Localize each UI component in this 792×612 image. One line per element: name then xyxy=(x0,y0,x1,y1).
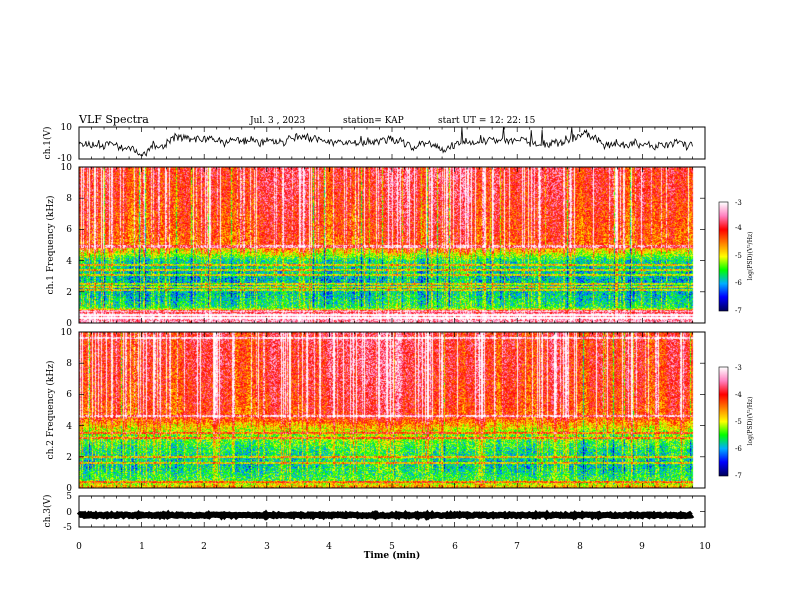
ch2-cbar-tick-m3: -3 xyxy=(735,364,742,372)
ch1-cbar-tick-m5: -5 xyxy=(735,252,742,260)
ch2-ytick-0: 0 xyxy=(66,484,72,494)
xtick-0: 0 xyxy=(76,542,82,552)
ch3-ytick-0: 0 xyxy=(66,508,72,518)
ch3-ytick-m5: -5 xyxy=(63,523,72,533)
ch1-ytick-0: 0 xyxy=(66,319,72,329)
station-label: station= KAP xyxy=(343,116,404,126)
ch1-ytick-10: 10 xyxy=(61,163,73,173)
x-axis-label: Time (min) xyxy=(364,550,421,561)
ch1-waveform-ticks xyxy=(78,127,706,159)
xtick-4: 4 xyxy=(326,542,332,552)
ch1-colorbar xyxy=(719,202,728,311)
ch1-ytick-top: 10 xyxy=(61,123,73,133)
ch1-ytick-4: 4 xyxy=(66,257,72,267)
ch1-spectrogram-ticks xyxy=(78,166,706,324)
ch1-ytick-6: 6 xyxy=(66,225,72,235)
xtick-2: 2 xyxy=(201,542,207,552)
xtick-6: 6 xyxy=(452,542,458,552)
xtick-8: 8 xyxy=(577,542,583,552)
ch2-spectrogram-ylabel: ch.2 Frequency (kHz) xyxy=(45,361,56,460)
spectrogram-ch1-panel: 0 2 4 6 8 10 ch.1 Frequency (kHz) -3 -4 … xyxy=(45,163,754,329)
ch2-ytick-10: 10 xyxy=(61,328,73,338)
ch2-spectrogram-image xyxy=(79,332,705,488)
ch2-colorbar-label: log(PSD)(V²/Hz) xyxy=(747,397,754,446)
waveform-ch1-panel: 10 -10 ch.1(V) xyxy=(42,123,706,164)
ch1-cbar-tick-m3: -3 xyxy=(735,199,742,207)
ch1-cbar-tick-m4: -4 xyxy=(735,224,742,232)
ch2-ytick-8: 8 xyxy=(66,359,72,369)
ch1-spectrogram-image xyxy=(79,167,705,323)
ch1-spectrogram-ylabel: ch.1 Frequency (kHz) xyxy=(45,196,56,295)
ch1-colorbar-wrap xyxy=(719,202,728,311)
ch1-spectrogram-canvas-wrap xyxy=(79,167,705,323)
ch2-spectrogram-canvas-wrap xyxy=(79,332,705,488)
ch2-colorbar-wrap xyxy=(719,367,728,476)
ch1-waveform-trace xyxy=(78,126,693,157)
waveform-ch3-panel: 5 0 -5 ch.3(V) 0 1 2 3 4 5 6 7 8 9 10 Ti… xyxy=(42,492,711,561)
ch1-colorbar-label: log(PSD)(V²/Hz) xyxy=(747,232,754,281)
xtick-10: 10 xyxy=(699,542,711,552)
xtick-7: 7 xyxy=(514,542,520,552)
ch2-cbar-tick-m7: -7 xyxy=(735,472,742,480)
ch2-ytick-4: 4 xyxy=(66,422,72,432)
xtick-5: 5 xyxy=(389,542,395,552)
ch2-cbar-tick-m6: -6 xyxy=(735,445,742,453)
ch2-spectrogram-ticks xyxy=(78,331,706,489)
spectrogram-ch2-panel: 0 2 4 6 8 10 ch.2 Frequency (kHz) -3 -4 … xyxy=(45,328,754,494)
ch1-cbar-tick-m7: -7 xyxy=(735,307,742,315)
xtick-1: 1 xyxy=(139,542,145,552)
ch2-ytick-2: 2 xyxy=(66,453,72,463)
start-time-label: start UT = 12: 22: 15 xyxy=(438,116,536,126)
ch2-ytick-6: 6 xyxy=(66,390,72,400)
figure-title: VLF Spectra xyxy=(78,113,149,126)
xtick-3: 3 xyxy=(264,542,270,552)
ch1-ytick-8: 8 xyxy=(66,194,72,204)
ch3-waveform-ylabel: ch.3(V) xyxy=(42,495,53,528)
ch1-cbar-tick-m6: -6 xyxy=(735,279,742,287)
ch2-colorbar-frame xyxy=(718,366,729,477)
ch1-waveform-ylabel: ch.1(V) xyxy=(42,127,53,160)
ch1-ytick-2: 2 xyxy=(66,288,72,298)
date-label: Jul. 3 , 2023 xyxy=(249,116,305,126)
ch2-cbar-tick-m4: -4 xyxy=(735,391,742,399)
ch3-waveform-ticks xyxy=(78,495,706,528)
ch2-cbar-tick-m5: -5 xyxy=(735,418,742,426)
xtick-9: 9 xyxy=(639,542,645,552)
ch1-colorbar-frame xyxy=(718,201,729,312)
ch3-waveform-trace xyxy=(76,509,695,521)
ch1-ytick-bottom: -10 xyxy=(58,154,73,164)
ch2-colorbar xyxy=(719,367,728,476)
ch3-ytick-5: 5 xyxy=(66,492,72,502)
